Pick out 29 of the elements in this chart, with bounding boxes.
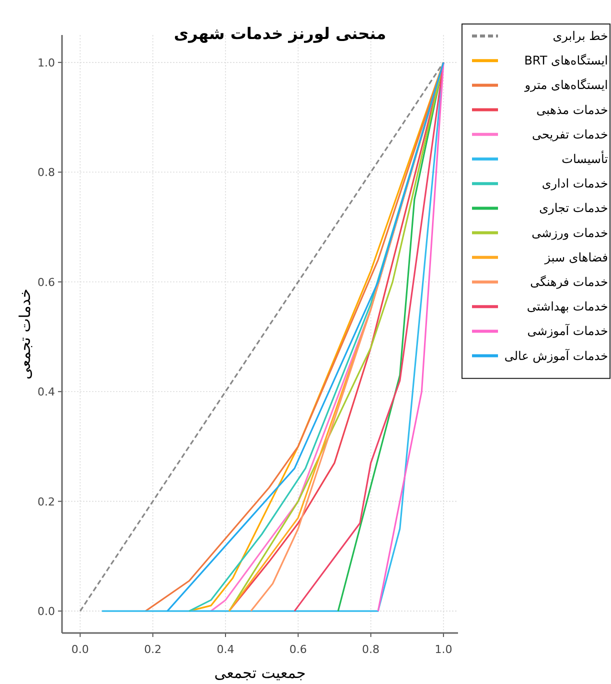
x-tick-label: 0.8 bbox=[362, 643, 380, 656]
text: خدمات فرهنگی bbox=[530, 275, 608, 289]
y-tick-label: 0.0 bbox=[38, 605, 55, 618]
x-tick-label: 0.4 bbox=[216, 643, 234, 656]
legend-label: خدمات آموزش عالی bbox=[504, 348, 608, 363]
x-tick-label: 1.0 bbox=[434, 643, 452, 656]
text: فضاهای سبز bbox=[544, 250, 608, 264]
x-axis-title: جمعیت تجمعی bbox=[214, 664, 306, 682]
x-tick-label: 0.2 bbox=[144, 643, 162, 656]
chart-title: منحنی لورنز خدمات شهری bbox=[174, 24, 386, 43]
text: خدمات ورزشی bbox=[532, 226, 608, 240]
y-tick-label: 0.4 bbox=[38, 386, 55, 399]
text: خدمات مذهبی bbox=[536, 102, 608, 117]
text: خدمات اداری bbox=[542, 176, 608, 191]
y-tick-label: 1.0 bbox=[38, 56, 55, 70]
text: خدمات تفریحی bbox=[532, 127, 608, 142]
x-tick-label: 0.0 bbox=[71, 643, 89, 656]
y-tick-label: 0.6 bbox=[38, 276, 55, 289]
legend-label: ایستگاه‌های مترو bbox=[524, 78, 608, 92]
legend-label: ایستگاه‌های BRT bbox=[524, 54, 608, 68]
text: خط برابری bbox=[552, 29, 608, 43]
y-tick-label: 0.8 bbox=[38, 166, 55, 180]
y-tick-label: 0.2 bbox=[38, 495, 55, 508]
text: خدمات تجاری bbox=[539, 201, 608, 216]
text: خدمات آموزشی bbox=[527, 323, 608, 338]
x-tick-label: 0.6 bbox=[289, 643, 307, 656]
text: خدمات بهداشتی bbox=[526, 300, 608, 314]
y-axis-title: خدمات تجمعی bbox=[16, 288, 34, 380]
text: تأسیسات bbox=[562, 150, 608, 166]
